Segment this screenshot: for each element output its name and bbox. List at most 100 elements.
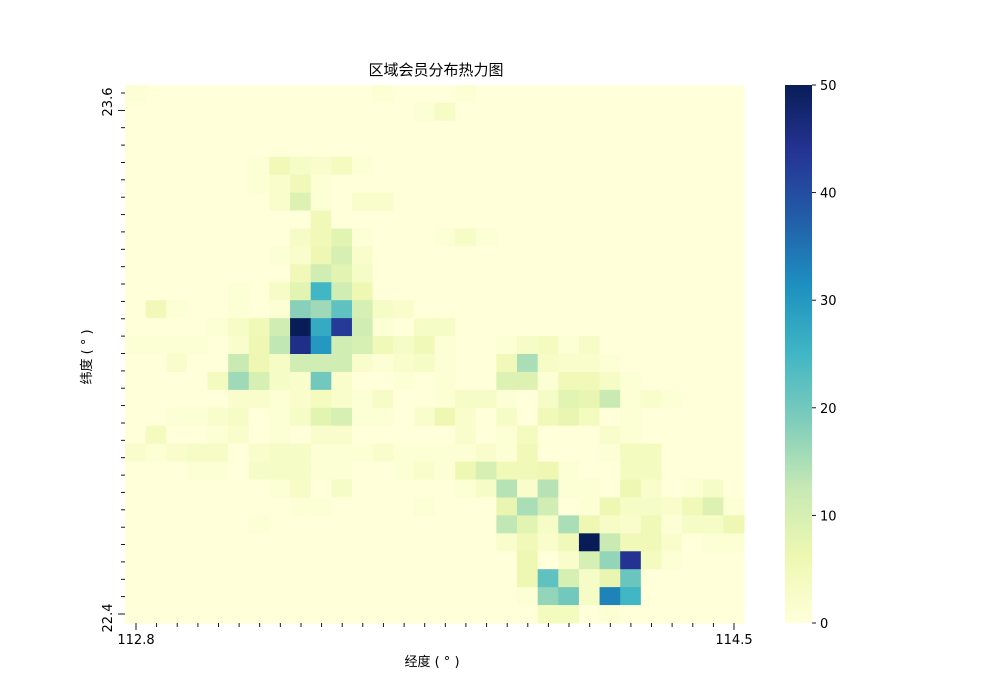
colorbar-ticks: 0 10 20 30 40 50 [812, 79, 837, 632]
heatmap-cell [661, 587, 683, 606]
heatmap-cell [558, 551, 580, 570]
heatmap-cell [310, 371, 332, 391]
heatmap-cell [702, 479, 724, 499]
heatmap-cell [434, 425, 456, 445]
heatmap-cell [186, 389, 209, 409]
heatmap-cell [578, 354, 601, 373]
heatmap-cell [331, 461, 353, 481]
heatmap-cell [455, 425, 477, 445]
heatmap-cell [558, 371, 580, 391]
heatmap-cell [351, 605, 374, 624]
heatmap-cell [537, 605, 559, 624]
heatmap-cell [640, 102, 663, 122]
heatmap-cell [351, 425, 374, 445]
heatmap-cell [248, 300, 271, 319]
heatmap-cell [166, 282, 188, 301]
heatmap-cell [537, 174, 559, 194]
heatmap-cell [125, 515, 147, 534]
heatmap-cell [455, 282, 477, 301]
heatmap-cell [702, 336, 724, 355]
heatmap-cell [558, 264, 580, 283]
heatmap-cell [145, 587, 167, 606]
heatmap-cell [682, 120, 704, 140]
heatmap-cell [702, 300, 724, 319]
heatmap-cell [125, 192, 147, 212]
heatmap-cell [620, 138, 642, 158]
heatmap-cell [125, 85, 147, 104]
heatmap-cell [475, 515, 497, 534]
heatmap-cell [620, 407, 642, 427]
heatmap-cell [269, 336, 291, 355]
heatmap-cell [228, 515, 250, 534]
heatmap-cell [537, 371, 559, 391]
heatmap-cell [372, 479, 394, 499]
heatmap-cell [186, 85, 209, 104]
heatmap-cell [475, 479, 497, 499]
heatmap-cell [413, 497, 436, 516]
heatmap-cell [351, 138, 374, 158]
heatmap-cell [166, 587, 188, 606]
heatmap-cell [517, 246, 539, 265]
heatmap-cell [145, 569, 167, 588]
heatmap-cell [207, 533, 229, 552]
heatmap-cell [661, 228, 683, 247]
heatmap-cell [702, 461, 724, 481]
heatmap-cell [455, 300, 477, 319]
heatmap-cell [578, 264, 601, 283]
heatmap-cell [702, 210, 724, 230]
heatmap-cell [702, 354, 724, 373]
heatmap-cell [372, 318, 394, 337]
heatmap-cell [578, 210, 601, 230]
heatmap-cell [166, 85, 188, 104]
heatmap-cell [351, 533, 374, 552]
heatmap-cell [331, 210, 353, 230]
heatmap-cell [620, 587, 642, 606]
heatmap-cell [248, 443, 271, 463]
heatmap-cell [145, 120, 167, 140]
heatmap-cell [620, 569, 642, 588]
heatmap-cell [269, 371, 291, 391]
heatmap-cell [578, 407, 601, 427]
heatmap-cell [166, 569, 188, 588]
heatmap-cell [682, 587, 704, 606]
heatmap-cell [186, 407, 209, 427]
heatmap-cell [640, 264, 663, 283]
heatmap-cell [393, 318, 415, 337]
heatmap-cell [413, 479, 436, 499]
heatmap-cell [558, 497, 580, 516]
heatmap-cell [475, 551, 497, 570]
heatmap-cell [434, 551, 456, 570]
heatmap-cell [661, 282, 683, 301]
heatmap-cell [145, 461, 167, 481]
heatmap-cell [413, 336, 436, 355]
heatmap-cell [723, 443, 745, 463]
heatmap-cell [640, 371, 663, 391]
heatmap-cell [413, 85, 436, 104]
heatmap-cell [620, 264, 642, 283]
heatmap-cell [682, 318, 704, 337]
heatmap-cell [517, 461, 539, 481]
heatmap-cell [517, 336, 539, 355]
heatmap-cell [248, 210, 271, 230]
heatmap-cell [310, 425, 332, 445]
heatmap-cell [186, 102, 209, 122]
heatmap-cell [558, 479, 580, 499]
heatmap-cell [166, 533, 188, 552]
heatmap-cell [290, 138, 312, 158]
heatmap-cell [723, 569, 745, 588]
heatmap-cell [207, 282, 229, 301]
heatmap-cell [413, 318, 436, 337]
heatmap-cell [661, 551, 683, 570]
heatmap-cell [413, 210, 436, 230]
heatmap-cell [125, 425, 147, 445]
heatmap-cell [517, 192, 539, 212]
heatmap-cell [537, 210, 559, 230]
heatmap-cell [145, 210, 167, 230]
heatmap-cell [661, 102, 683, 122]
heatmap-cell [599, 533, 621, 552]
heatmap-cell [599, 551, 621, 570]
heatmap-cell [537, 246, 559, 265]
heatmap-cell [455, 210, 477, 230]
heatmap-cell [682, 461, 704, 481]
